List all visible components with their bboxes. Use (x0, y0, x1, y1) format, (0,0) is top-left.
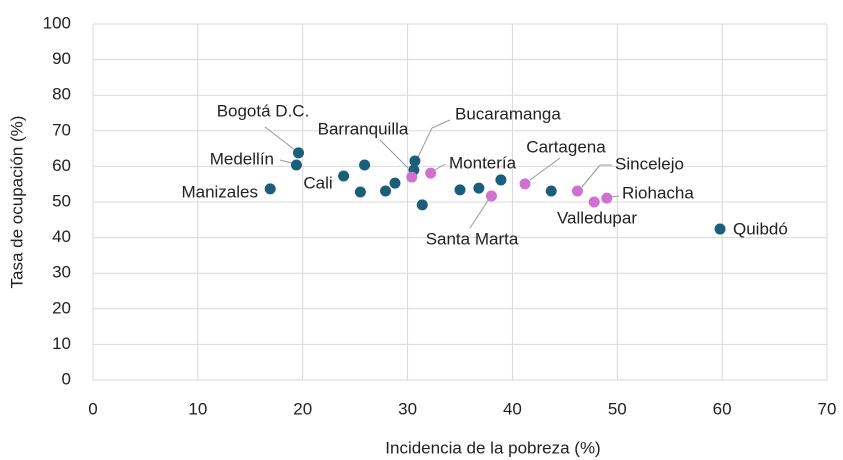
y-tick-label: 0 (62, 369, 71, 388)
point (545, 185, 557, 197)
point-label: Cali (303, 173, 332, 192)
point (495, 174, 507, 186)
point (354, 186, 366, 198)
leader-line (581, 164, 612, 188)
x-tick-label: 60 (713, 399, 732, 418)
point (571, 185, 583, 197)
y-tick-label: 60 (52, 156, 71, 175)
y-tick-label: 10 (52, 334, 71, 353)
point (425, 167, 437, 179)
x-tick-label: 40 (503, 399, 522, 418)
point-label: Riohacha (622, 183, 694, 202)
y-tick-label: 100 (43, 13, 71, 32)
point (406, 171, 418, 183)
leader-line (529, 157, 561, 181)
point-label: Manizales (181, 182, 258, 201)
point-label: Bogotá D.C. (217, 101, 310, 120)
point (454, 184, 466, 196)
point-label: Quibdó (733, 219, 788, 238)
y-axis-label: Tasa de ocupación (%) (7, 116, 26, 289)
x-tick-label: 50 (608, 399, 627, 418)
point (293, 147, 305, 159)
y-tick-label: 50 (52, 191, 71, 210)
x-tick-label: 0 (88, 399, 97, 418)
y-tick-label: 90 (52, 49, 71, 68)
point (359, 159, 371, 171)
leader-line (417, 119, 451, 158)
point (338, 170, 350, 182)
x-tick-label: 30 (398, 399, 417, 418)
point-label: Sincelejo (615, 154, 684, 173)
point (519, 178, 531, 190)
point-label: Montería (449, 153, 517, 172)
leader-line (279, 159, 293, 164)
y-tick-label: 80 (52, 85, 71, 104)
point (588, 196, 600, 208)
point (416, 199, 428, 211)
point-label: Cartagena (526, 137, 606, 156)
leader-line (469, 198, 490, 229)
point (389, 177, 401, 189)
point (473, 182, 485, 194)
x-tick-label: 20 (293, 399, 312, 418)
leader-line (434, 163, 446, 171)
x-tick-label: 10 (188, 399, 207, 418)
y-tick-label: 30 (52, 263, 71, 282)
y-tick-label: 70 (52, 120, 71, 139)
point-label: Barranquilla (318, 119, 409, 138)
point-label: Bucaramanga (455, 104, 561, 123)
leader-line (379, 139, 409, 169)
point (264, 183, 276, 195)
point-label: Santa Marta (426, 229, 519, 248)
point (409, 155, 421, 167)
y-tick-label: 20 (52, 298, 71, 317)
point (380, 185, 392, 197)
point (485, 190, 497, 202)
leader-line (264, 126, 296, 151)
x-axis-label: Incidencia de la pobreza (%) (385, 438, 600, 457)
x-tick-label: 70 (818, 399, 837, 418)
point (714, 223, 726, 235)
point (601, 192, 613, 204)
point-label: Medellín (210, 149, 274, 168)
y-tick-label: 40 (52, 227, 71, 246)
leader-line (610, 195, 620, 198)
point (290, 159, 302, 171)
point-label: Valledupar (557, 208, 637, 227)
